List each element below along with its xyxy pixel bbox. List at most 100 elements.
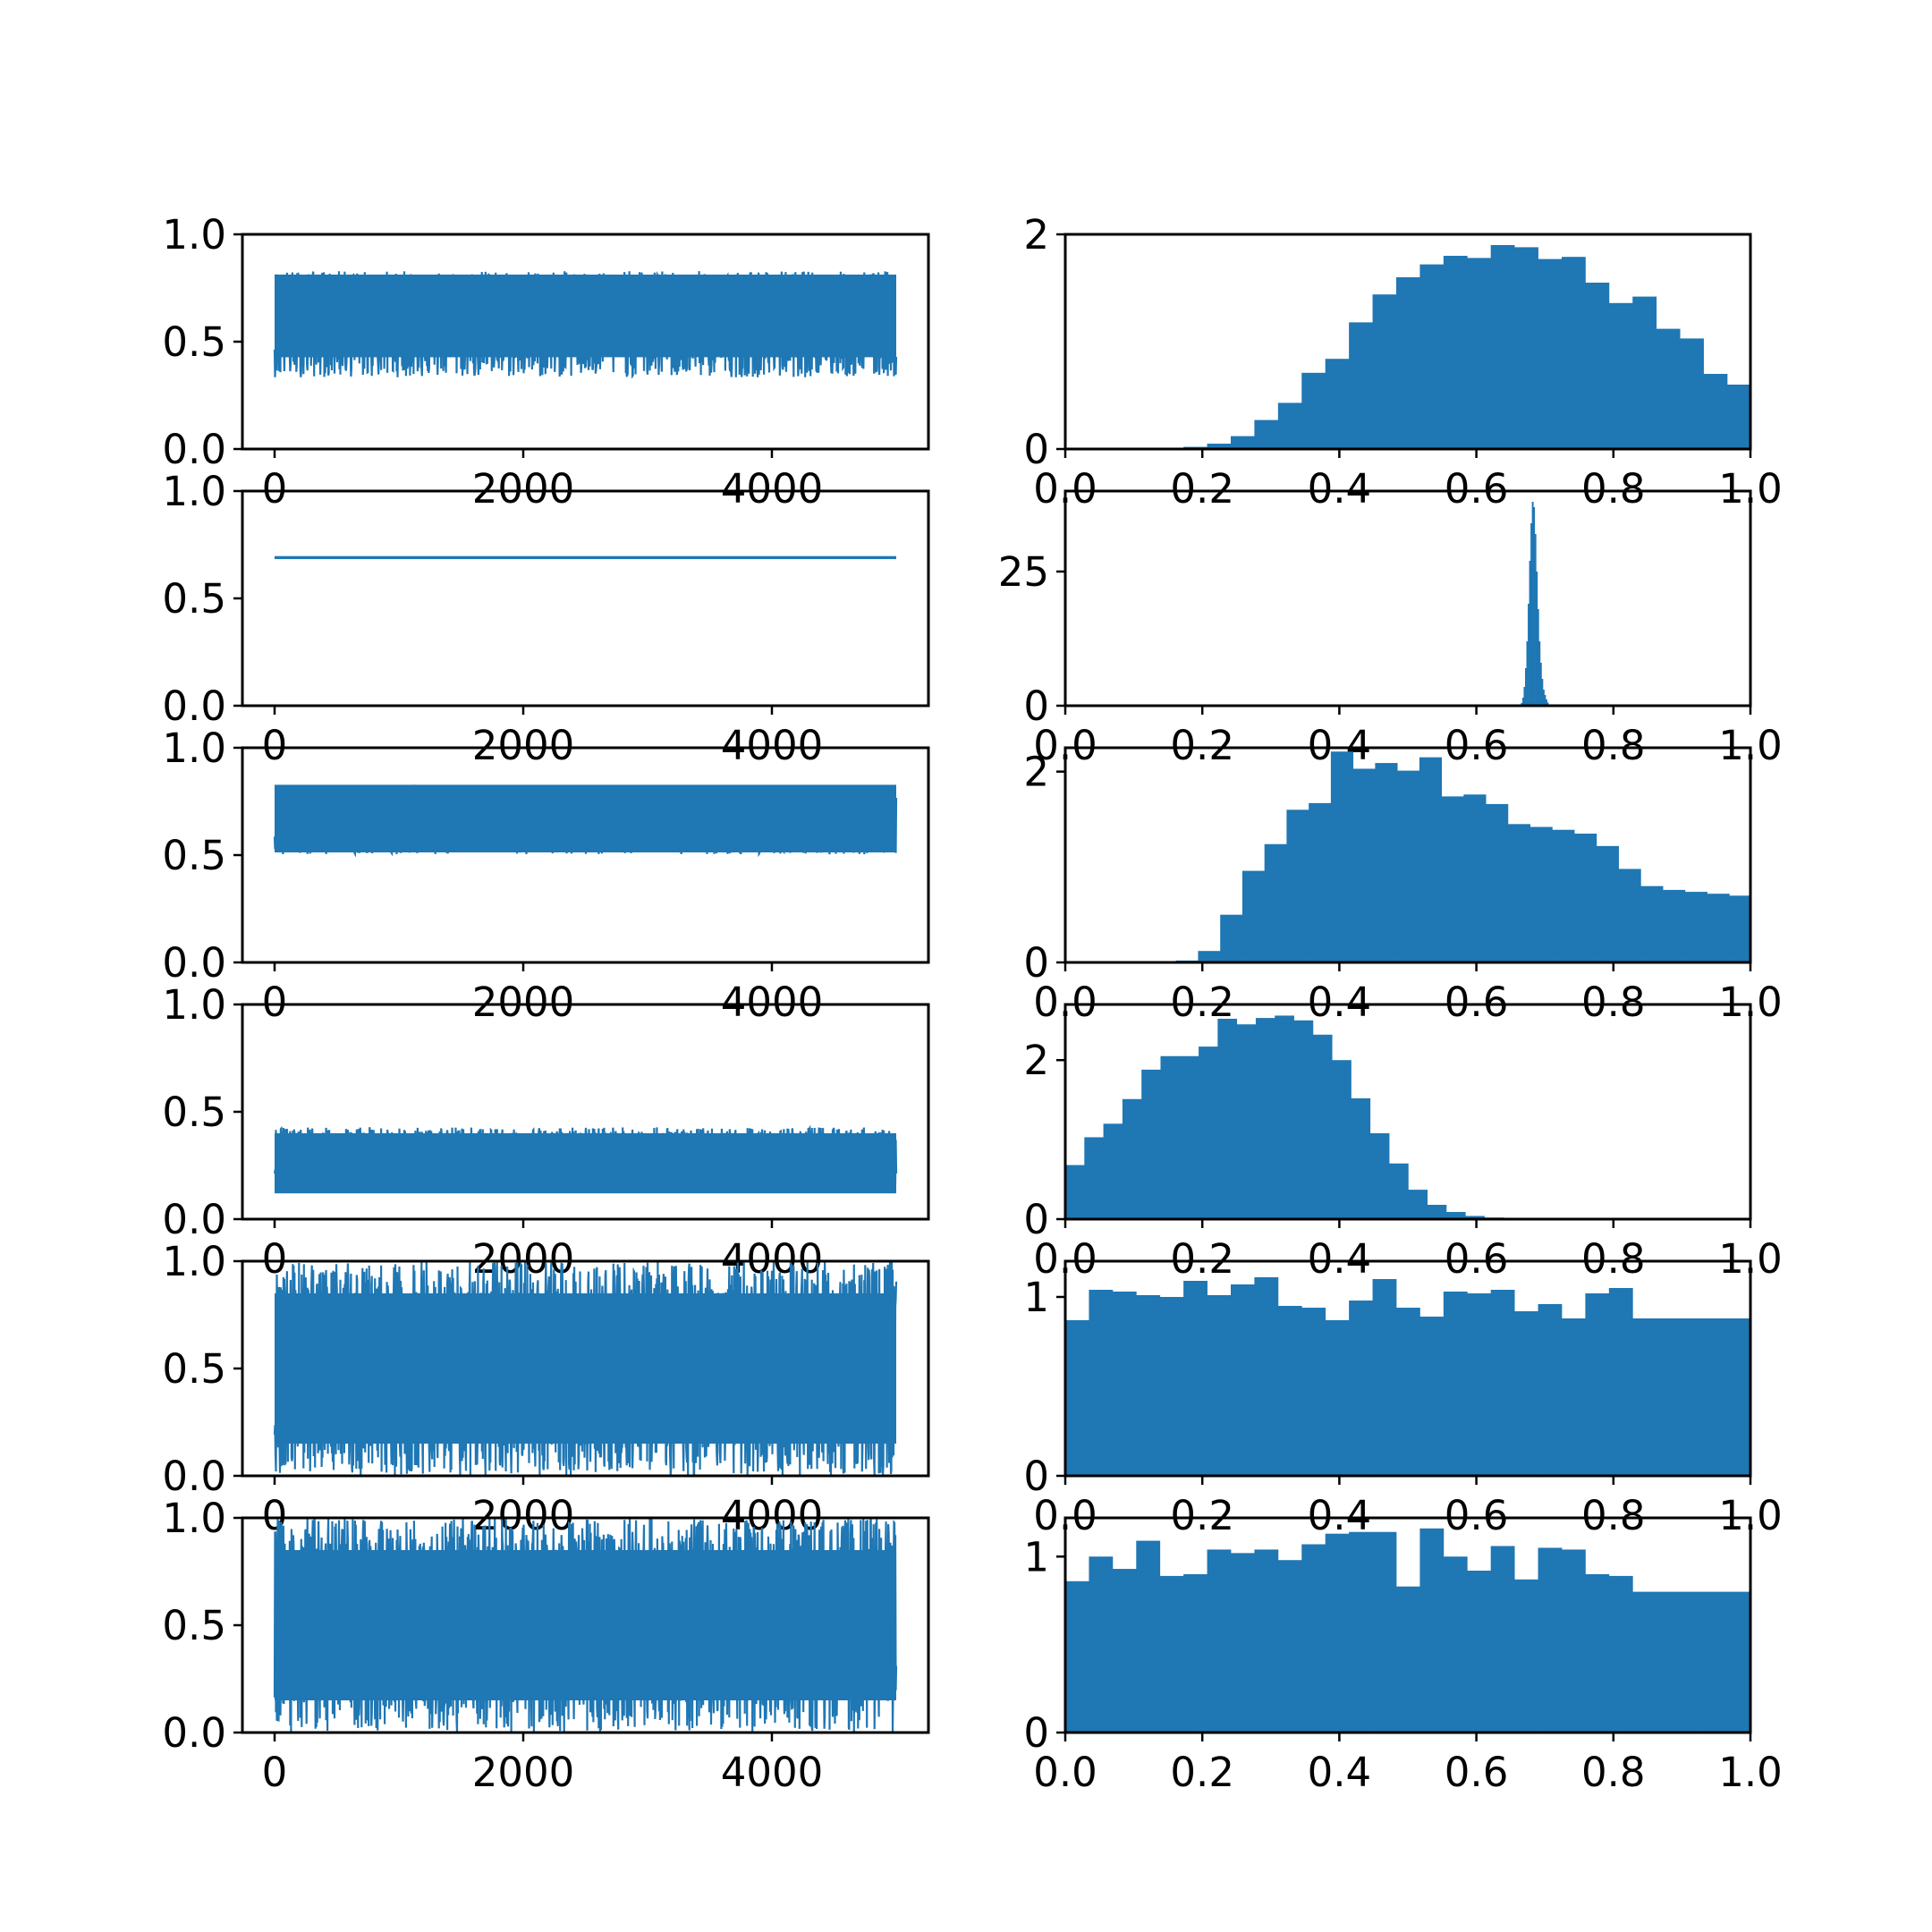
x-tick-label: 4000 [721, 1749, 824, 1796]
histogram-bar [1372, 1279, 1397, 1476]
histogram-bar [1349, 1531, 1373, 1733]
histogram-bar [1207, 1295, 1232, 1476]
x-tick-label: 0 [262, 1749, 288, 1796]
y-tick-label: 1.0 [162, 468, 226, 515]
x-tick-label: 0 [262, 1235, 288, 1283]
x-tick-label: 0.2 [1170, 1749, 1234, 1796]
histogram-bar [1122, 1098, 1142, 1219]
histogram-plot-4: 020.0 0.2 0.4 0.6 0.8 1.0 [1023, 1003, 1783, 1283]
histogram-bar [1395, 1586, 1420, 1733]
histogram-bar [1352, 768, 1376, 962]
y-tick-label: 25 [998, 548, 1049, 596]
histogram-bar [1561, 257, 1586, 449]
y-tick-label: 0 [1023, 1453, 1049, 1500]
histogram-bar [1539, 663, 1542, 706]
histogram-bar [1443, 1556, 1468, 1733]
histogram-bar [1207, 444, 1232, 449]
y-tick-label: 2 [1023, 749, 1049, 796]
histogram-bar [1332, 1060, 1352, 1219]
histogram-bar [1220, 914, 1243, 962]
histogram-bar [1726, 385, 1751, 449]
y-tick-label: 1.0 [162, 724, 226, 772]
histogram-bar [1514, 247, 1538, 449]
histogram-bar [1463, 794, 1487, 962]
histogram-plot-1: 020.0 0.2 0.4 0.6 0.8 1.0 [1023, 211, 1782, 513]
histogram-bar [1703, 374, 1728, 449]
histogram-bar [1680, 1318, 1704, 1476]
histogram-bar [1199, 1046, 1218, 1219]
histogram-bar [1301, 372, 1326, 449]
x-tick-label: 0.0 [1033, 1749, 1097, 1796]
x-tick-label: 0.4 [1308, 1492, 1372, 1539]
histogram-bar [1632, 296, 1657, 449]
histogram-bar [1351, 1097, 1371, 1219]
histogram-bar [1514, 1311, 1538, 1476]
histogram-bar [1395, 277, 1420, 449]
trace-plot-1: 0.0 0.5 1.0 0 2000 4000 [162, 211, 930, 513]
histogram-bar [1136, 1540, 1161, 1733]
trace-plot-2: 0.0 0.5 1.0 0 2000 4000 [162, 468, 930, 769]
trace-plot-3: 0.0 0.5 1.0 0 2000 4000 [162, 724, 930, 1026]
x-tick-label: 0 [262, 465, 288, 513]
x-tick-label: 0.8 [1581, 979, 1646, 1026]
x-tick-label: 4000 [721, 465, 824, 513]
histogram-bar [1065, 1320, 1089, 1476]
histogram-bar [1537, 609, 1539, 706]
histogram-bar [1089, 1556, 1114, 1733]
x-tick-label: 0.8 [1581, 1492, 1646, 1539]
y-tick-label: 0.0 [162, 1196, 226, 1243]
y-tick-label: 0.5 [162, 1602, 226, 1649]
histogram-bar [1230, 1553, 1255, 1733]
x-tick-label: 4000 [721, 722, 824, 769]
histogram-bar [1325, 359, 1350, 449]
histogram-bar [1160, 1055, 1181, 1219]
histogram-bar [1084, 1137, 1104, 1219]
histogram-bar [1533, 507, 1536, 706]
x-tick-label: 0.8 [1581, 465, 1646, 513]
trace-band-4 [275, 1133, 896, 1194]
y-tick-label: 0 [1023, 1196, 1049, 1243]
histogram-bar [1065, 1580, 1089, 1733]
x-tick-label: 0.6 [1445, 1235, 1509, 1283]
histogram-bar [1529, 561, 1531, 706]
x-tick-label: 1.0 [1718, 1749, 1783, 1796]
axes-frame [1063, 489, 1752, 708]
histogram-bar [1375, 763, 1398, 962]
histogram-bar [1608, 302, 1633, 449]
histogram-bar [1542, 690, 1545, 706]
histogram-bar [1486, 803, 1509, 962]
histogram-bar [1546, 702, 1549, 706]
x-tick-label: 0.6 [1445, 979, 1509, 1026]
histogram-bar [1726, 1318, 1751, 1476]
histogram-bar [1136, 1295, 1161, 1476]
histogram-bar [1521, 698, 1524, 706]
histogram-bar [1640, 886, 1664, 962]
histogram-bar [1663, 889, 1686, 962]
y-tick-label: 0.0 [162, 1709, 226, 1757]
histogram-bar [1369, 1133, 1390, 1219]
histogram-bar [1254, 1277, 1279, 1476]
histogram-bar [1524, 668, 1527, 706]
histogram-bar [1255, 1018, 1275, 1219]
histogram-bar [1408, 1190, 1428, 1219]
histogram-bar [1530, 826, 1553, 962]
histogram-bar [1065, 1165, 1085, 1219]
histogram-bar [1207, 1549, 1232, 1733]
histogram-bar [1395, 1308, 1420, 1476]
histogram-bar [1680, 338, 1704, 449]
x-tick-label: 0.4 [1308, 465, 1372, 513]
x-tick-label: 2000 [472, 465, 575, 513]
histogram-bar [1538, 258, 1563, 449]
histogram-bar [1490, 245, 1515, 449]
axes-frame [1063, 1003, 1752, 1221]
histogram-bar [1112, 1292, 1137, 1476]
histogram-bar [1349, 322, 1373, 449]
histogram-bar [1372, 1531, 1397, 1733]
histogram-bar [1217, 1019, 1238, 1219]
y-tick-label: 0.5 [162, 832, 226, 879]
histogram-bar [1254, 1549, 1279, 1733]
histogram-bar [1526, 641, 1529, 706]
trace-band-6 [275, 1550, 896, 1700]
y-tick-label: 1 [1023, 1533, 1049, 1580]
y-tick-label: 0 [1023, 939, 1049, 987]
